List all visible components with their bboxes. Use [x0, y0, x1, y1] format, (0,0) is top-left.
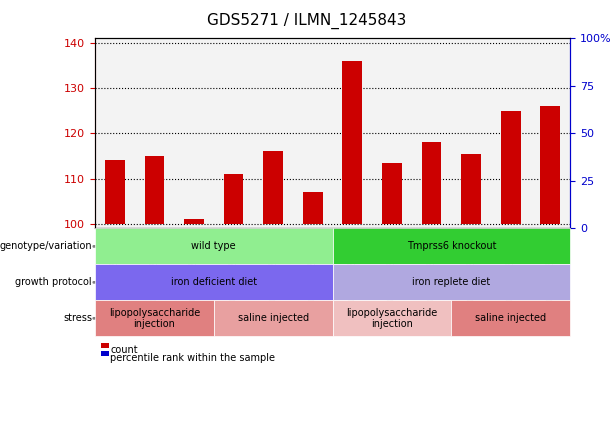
Bar: [372, 38, 412, 228]
Text: saline injected: saline injected: [238, 313, 309, 323]
Text: lipopolysaccharide
injection: lipopolysaccharide injection: [109, 308, 200, 329]
Bar: [214, 38, 253, 228]
Bar: [303, 192, 322, 224]
Bar: [95, 38, 135, 228]
Text: percentile rank within the sample: percentile rank within the sample: [110, 353, 275, 363]
Bar: [253, 38, 293, 228]
Bar: [224, 174, 243, 224]
Bar: [145, 156, 164, 224]
Text: lipopolysaccharide
injection: lipopolysaccharide injection: [346, 308, 438, 329]
Text: Tmprss6 knockout: Tmprss6 knockout: [406, 242, 496, 251]
Bar: [105, 160, 124, 224]
Text: iron deficient diet: iron deficient diet: [171, 277, 257, 287]
Bar: [422, 142, 441, 224]
Text: saline injected: saline injected: [475, 313, 546, 323]
Text: GDS5271 / ILMN_1245843: GDS5271 / ILMN_1245843: [207, 13, 406, 29]
Bar: [461, 154, 481, 224]
Bar: [412, 38, 451, 228]
Bar: [530, 38, 570, 228]
Bar: [343, 61, 362, 224]
Text: count: count: [110, 345, 138, 355]
Bar: [501, 110, 520, 224]
Bar: [174, 38, 214, 228]
Bar: [451, 38, 491, 228]
Bar: [293, 38, 332, 228]
Bar: [332, 38, 372, 228]
Bar: [491, 38, 530, 228]
Text: growth protocol: growth protocol: [15, 277, 92, 287]
Bar: [541, 106, 560, 224]
Bar: [263, 151, 283, 224]
Text: stress: stress: [63, 313, 92, 323]
Bar: [135, 38, 174, 228]
Text: wild type: wild type: [191, 242, 236, 251]
Bar: [184, 220, 204, 224]
Bar: [382, 163, 402, 224]
Text: iron replete diet: iron replete diet: [412, 277, 490, 287]
Text: genotype/variation: genotype/variation: [0, 242, 92, 251]
